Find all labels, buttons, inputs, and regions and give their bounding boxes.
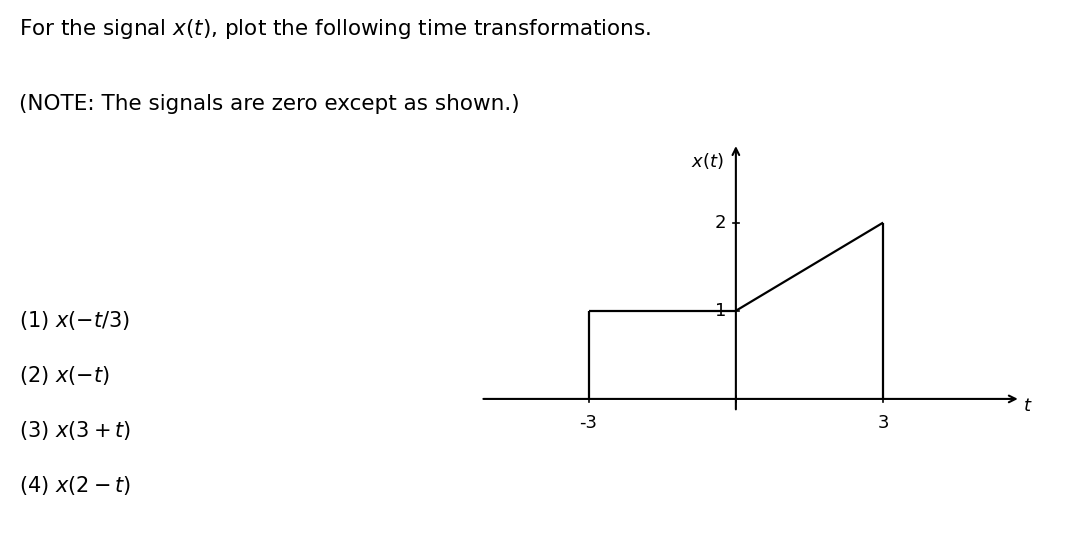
Text: 3: 3 (877, 414, 889, 432)
Text: (3) $x(3+t)$: (3) $x(3+t)$ (19, 419, 132, 442)
Text: $x(t)$: $x(t)$ (691, 151, 724, 171)
Text: (2) $x(-t)$: (2) $x(-t)$ (19, 364, 110, 387)
Text: 1: 1 (715, 302, 726, 320)
Text: (1) $x(-t/3)$: (1) $x(-t/3)$ (19, 309, 131, 332)
Text: For the signal $x(t)$, plot the following time transformations.: For the signal $x(t)$, plot the followin… (19, 17, 651, 41)
Text: (4) $x(2-t)$: (4) $x(2-t)$ (19, 474, 132, 497)
Text: (NOTE: The signals are zero except as shown.): (NOTE: The signals are zero except as sh… (19, 94, 521, 114)
Text: -3: -3 (580, 414, 597, 432)
Text: 2: 2 (715, 214, 726, 231)
Text: $t$: $t$ (1023, 397, 1032, 415)
